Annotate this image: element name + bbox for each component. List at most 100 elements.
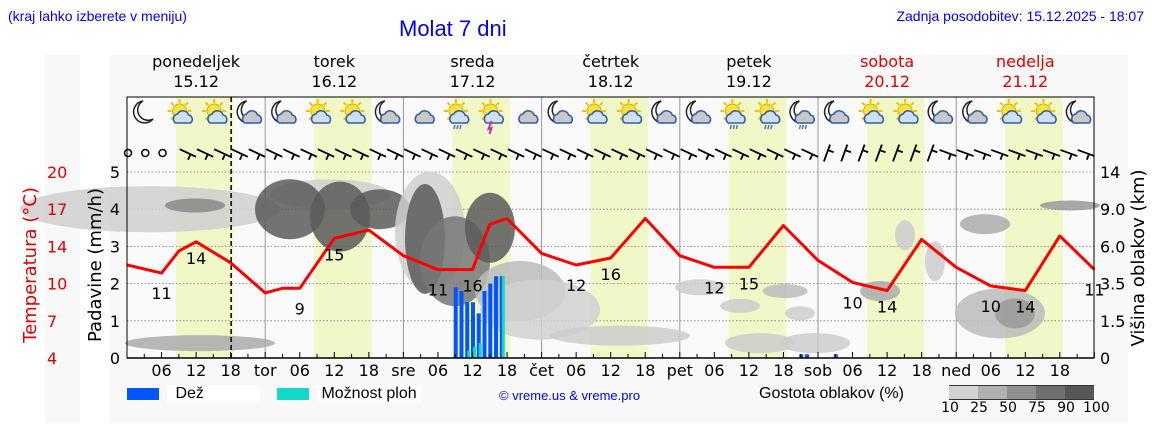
barb-feather <box>931 149 938 154</box>
wind-barb-icon <box>1077 149 1095 160</box>
temp-tick: 7 <box>47 312 57 331</box>
temperature-label: 11 <box>151 284 171 303</box>
showers-label: Možnost ploh <box>317 385 421 402</box>
barb-feather <box>273 153 278 161</box>
sun-cloud-icon <box>893 99 919 124</box>
x-tick-label: 12 <box>186 361 206 380</box>
cloud-shape <box>172 110 194 124</box>
barb-staff <box>282 148 301 158</box>
sun-ray <box>723 101 728 107</box>
barb-staff <box>593 148 611 158</box>
temperature-label: 12 <box>566 276 586 295</box>
moon-cloud-icon <box>685 100 712 124</box>
x-tick-label: sob <box>804 361 832 380</box>
wind-barb-icon <box>823 144 834 162</box>
rain-drop <box>767 124 770 130</box>
cloud-density-patch <box>20 186 280 233</box>
wind-barb-icon <box>507 148 525 161</box>
moon-cloud-icon <box>236 100 263 124</box>
barb-staff <box>559 148 577 158</box>
barb-staff <box>611 148 629 158</box>
sun-ray <box>357 101 362 107</box>
sun-rain-icon <box>443 99 470 130</box>
cloud-scale-label: 75 <box>1028 400 1046 416</box>
sun-cloud-icon <box>1031 99 1057 124</box>
x-tick-label: pet <box>667 361 693 380</box>
showers-bar <box>501 276 505 358</box>
day-date: 20.12 <box>864 72 910 91</box>
cloud-shape <box>794 110 815 124</box>
cloud-shape <box>552 110 574 124</box>
day-date: 21.12 <box>1002 72 1049 91</box>
x-tick-label: 06 <box>566 361 586 380</box>
barb-staff <box>801 148 819 158</box>
barb-feather <box>862 149 869 154</box>
x-tick-label: 06 <box>151 361 171 380</box>
sun-ray <box>771 101 777 107</box>
barb-feather <box>619 153 624 161</box>
region-hint-link[interactable]: (kraj lahko izberete v meniju) <box>8 8 187 24</box>
cloud-density-patch <box>480 279 600 340</box>
x-tick-label: 06 <box>981 361 1001 380</box>
moon-cloud-icon <box>823 100 850 124</box>
barb-staff <box>1025 149 1044 157</box>
barb-staff <box>697 148 715 158</box>
barb-feather <box>567 153 572 161</box>
barb-staff <box>179 148 197 158</box>
barb-feather <box>377 153 382 161</box>
temperature-label: 10 <box>842 293 862 312</box>
wind-barb-icon <box>680 148 698 161</box>
temp-tick: 4 <box>47 349 57 368</box>
sun-ray <box>343 101 348 107</box>
barb-staff <box>542 148 560 158</box>
barb-feather <box>342 153 347 161</box>
x-tick-label: 18 <box>497 361 517 380</box>
wind-barb-icon <box>576 148 594 161</box>
page-title: Molat 7 dni <box>399 16 507 41</box>
wind-barb-icon <box>926 144 938 162</box>
barb-feather <box>359 153 365 161</box>
day-label-3: sreda 17.12 <box>413 52 533 92</box>
barb-feather <box>394 153 399 161</box>
x-tick-label: 18 <box>911 361 931 380</box>
x-tick-label: tor <box>254 361 277 380</box>
rain-bar <box>453 287 458 358</box>
day-date: 15.12 <box>173 72 219 91</box>
rain-drop <box>456 124 459 130</box>
barb-staff <box>438 148 456 158</box>
cloud-scale-swatch <box>949 385 978 400</box>
barb-feather <box>515 153 520 161</box>
cloud-shape <box>898 110 919 124</box>
cloud-icon <box>414 110 435 124</box>
wind-barb-icon <box>559 148 577 161</box>
cloud-density-patch <box>550 325 690 346</box>
barb-feather <box>429 153 434 161</box>
barb-feather <box>774 153 779 161</box>
barb-staff <box>714 148 732 158</box>
copyright-link[interactable]: © vreme.us & vreme.pro <box>499 388 641 403</box>
moon-drizzle-icon <box>789 100 815 130</box>
sun-ray <box>895 101 901 107</box>
cloud-scale-swatch <box>1065 385 1094 400</box>
barb-staff <box>973 149 992 157</box>
barb-feather <box>791 153 796 161</box>
barb-staff <box>248 148 266 158</box>
sun-ray <box>910 101 915 107</box>
x-tick-label: 18 <box>635 361 655 380</box>
showers-bar <box>473 346 476 358</box>
temperature-label: 16 <box>601 265 621 284</box>
wind-barb-icon <box>956 149 974 160</box>
barb-feather <box>1034 153 1038 160</box>
barb-feather <box>982 153 987 160</box>
barb-staff <box>766 148 784 158</box>
barb-feather <box>636 153 641 161</box>
daylight-band <box>728 97 787 358</box>
sun-ray <box>737 101 742 107</box>
showers-bar <box>467 350 471 358</box>
cloud-shape <box>1036 110 1057 124</box>
cloud-shape <box>587 110 608 124</box>
daylight-band <box>590 97 649 358</box>
barb-feather <box>705 153 710 161</box>
cloud-shape <box>1001 110 1023 124</box>
barb-staff <box>909 144 918 162</box>
